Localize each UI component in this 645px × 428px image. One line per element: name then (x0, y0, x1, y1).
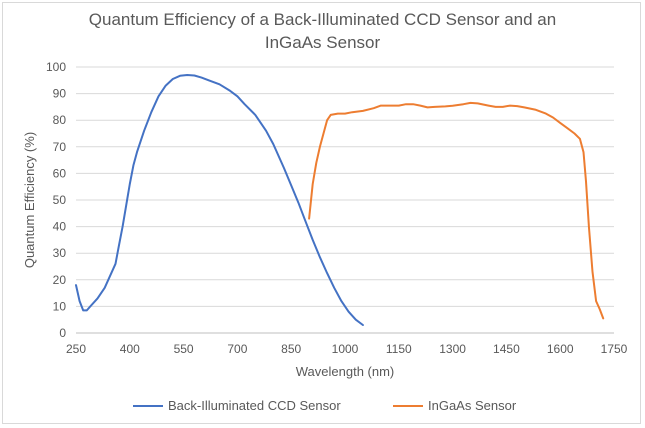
y-tick-label: 50 (53, 193, 67, 207)
y-tick-label: 70 (53, 140, 67, 154)
y-tick-label: 20 (53, 273, 67, 287)
y-tick-label: 100 (46, 60, 66, 74)
y-tick-label: 30 (53, 246, 67, 260)
x-axis-label: Wavelength (nm) (296, 364, 395, 379)
x-tick-label: 850 (281, 342, 301, 356)
y-tick-label: 10 (53, 299, 67, 313)
y-tick-label: 90 (53, 87, 67, 101)
series-line-1 (308, 101, 605, 320)
x-tick-label: 1600 (547, 342, 574, 356)
x-tick-label: 550 (174, 342, 194, 356)
legend: Back-Illuminated CCD Sensor InGaAs Sensor (133, 398, 517, 413)
chart-frame (2, 2, 641, 424)
legend-label-1: InGaAs Sensor (428, 398, 517, 413)
x-tick-label: 1750 (601, 342, 628, 356)
x-tick-label: 700 (227, 342, 247, 356)
x-tick-label: 250 (66, 342, 86, 356)
y-axis-label: Quantum Efficiency (%) (22, 132, 37, 268)
x-tick-label: 1150 (386, 342, 412, 356)
chart-title-line-2: InGaAs Sensor (264, 33, 381, 52)
series-line-0 (75, 74, 364, 326)
x-tick-label: 1450 (493, 342, 520, 356)
x-tick-label: 1000 (332, 342, 359, 356)
y-tick-label: 80 (53, 113, 67, 127)
y-axis-ticks: 0 10 20 30 40 50 60 70 80 90 100 (46, 60, 66, 340)
x-tick-label: 400 (120, 342, 140, 356)
y-tick-label: 40 (53, 220, 67, 234)
x-tick-label: 1300 (439, 342, 466, 356)
gridlines (76, 66, 614, 334)
chart-title-line-1: Quantum Efficiency of a Back-Illuminated… (88, 10, 557, 29)
legend-label-0: Back-Illuminated CCD Sensor (168, 398, 341, 413)
y-tick-label: 0 (59, 326, 66, 340)
x-axis-ticks: 250 400 550 700 850 1000 1150 1300 1450 1600 1750 (66, 342, 628, 356)
chart-title: Quantum Efficiency of a Back-Illuminated… (0, 8, 645, 54)
series-lines (75, 74, 605, 326)
y-tick-label: 60 (53, 166, 67, 180)
